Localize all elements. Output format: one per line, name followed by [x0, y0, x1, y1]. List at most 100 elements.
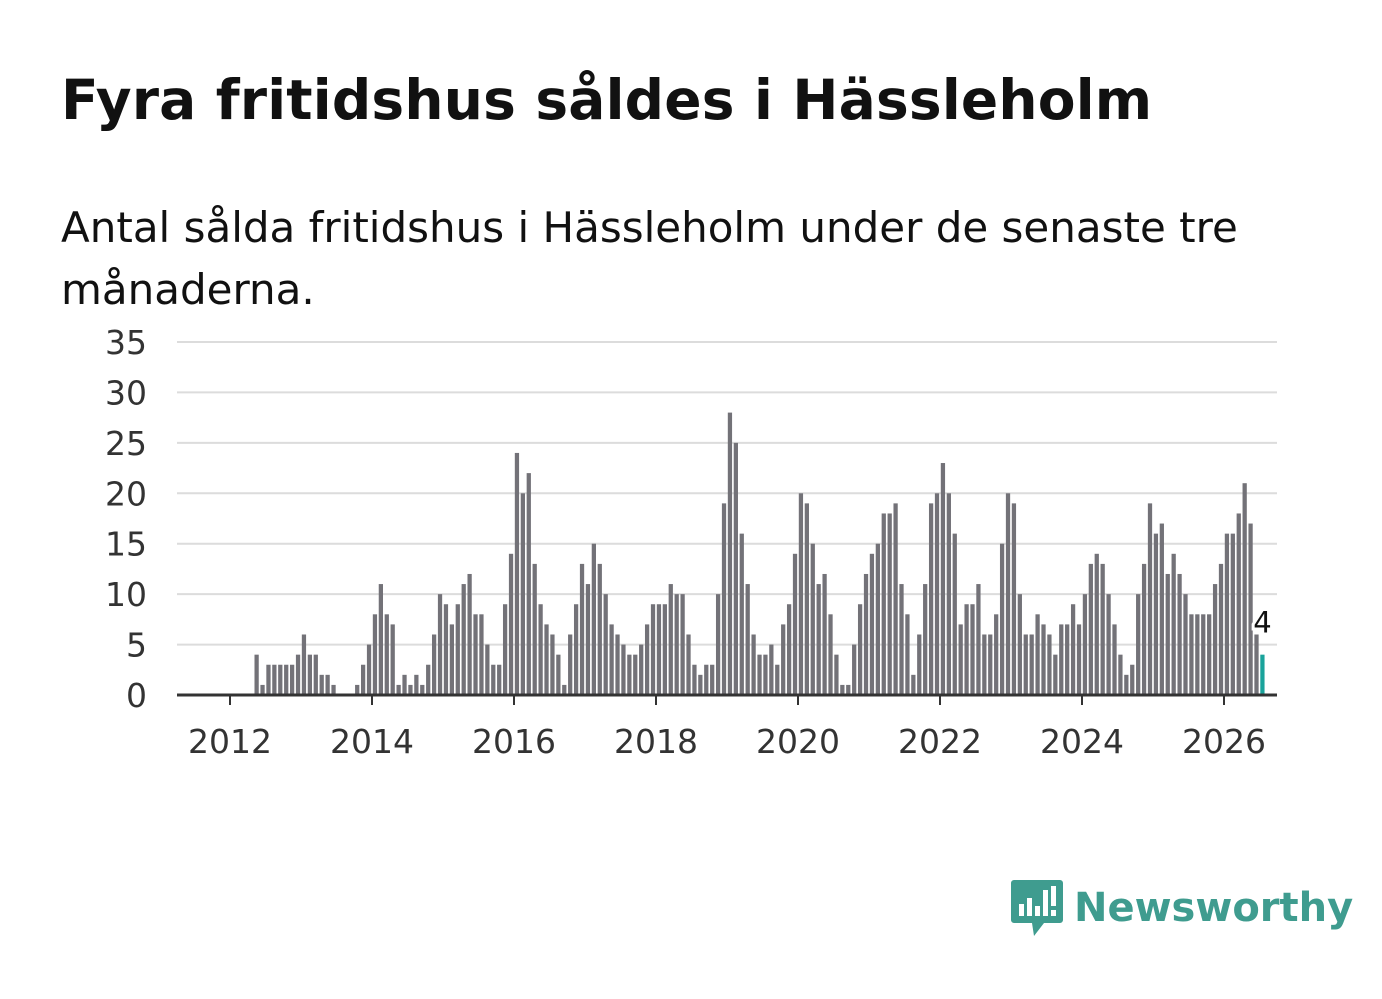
bar [846, 684, 851, 695]
bar [301, 634, 307, 695]
bar [840, 684, 845, 695]
bar [313, 654, 318, 695]
bar [420, 684, 425, 695]
bar [585, 584, 591, 695]
bar [408, 684, 413, 695]
bar [289, 664, 295, 695]
bar [579, 563, 585, 695]
bar [355, 684, 360, 695]
x-tick-label: 2012 [188, 722, 272, 761]
bar [485, 644, 490, 695]
bar [1100, 563, 1105, 695]
bar [260, 684, 265, 695]
bar [1236, 513, 1241, 695]
y-tick-label: 15 [105, 525, 147, 564]
bar [1118, 654, 1123, 695]
bar [615, 634, 620, 695]
bar [656, 604, 662, 695]
bar [603, 594, 608, 695]
bar [520, 493, 525, 695]
bar [686, 634, 691, 695]
bar [816, 584, 821, 695]
bar [798, 493, 804, 695]
bar [1242, 483, 1247, 695]
bar [1023, 634, 1028, 695]
bar [899, 584, 904, 695]
x-tick-label: 2016 [472, 722, 556, 761]
bar [573, 604, 579, 695]
bar [449, 624, 454, 695]
bar [384, 614, 389, 695]
chart-subtitle: Antal sålda fritidshus i Hässleholm unde… [61, 203, 1238, 314]
bar [1171, 553, 1176, 695]
bar [1212, 584, 1218, 695]
bar [295, 654, 301, 695]
x-tick-label: 2020 [756, 722, 840, 761]
bar [769, 644, 774, 695]
bar [1112, 624, 1117, 695]
chart-title: Fyra fritidshus såldes i Hässleholm [61, 68, 1153, 132]
bar [887, 513, 892, 695]
bar [662, 604, 667, 695]
bar [810, 543, 815, 695]
bar [597, 563, 602, 695]
bar [1130, 664, 1135, 695]
bar [514, 452, 520, 695]
bar [928, 503, 934, 695]
bar [278, 664, 283, 695]
bar [828, 614, 833, 695]
bar [964, 604, 969, 695]
bar [502, 604, 508, 695]
bar [1189, 614, 1194, 695]
bar [1035, 614, 1040, 695]
bar [668, 584, 673, 695]
bar [284, 664, 289, 695]
bar [1141, 563, 1147, 695]
bar [710, 664, 715, 695]
y-tick-label: 20 [105, 474, 147, 513]
bar [940, 463, 946, 695]
bar [781, 624, 786, 695]
bar [550, 634, 555, 695]
bar [786, 604, 792, 695]
bar [1177, 573, 1182, 695]
bar [591, 543, 596, 695]
bar [934, 493, 940, 695]
bar [633, 654, 638, 695]
bar [307, 654, 312, 695]
bar [325, 674, 330, 695]
bar [751, 634, 756, 695]
bar [917, 634, 922, 695]
bar [1059, 624, 1064, 695]
bar [721, 503, 727, 695]
bar [431, 634, 437, 695]
bar [319, 674, 324, 695]
bar [437, 594, 443, 695]
bar [455, 604, 460, 695]
bar [639, 644, 644, 695]
bar [562, 684, 567, 695]
bar [1011, 503, 1017, 695]
bar [360, 664, 366, 695]
bar [804, 503, 809, 695]
bar [1230, 533, 1235, 695]
bar [331, 684, 336, 695]
value-label: 4 [1253, 606, 1271, 640]
bar [692, 664, 697, 695]
brand: Newsworthy [1010, 878, 1353, 938]
x-tick-label: 2022 [898, 722, 982, 761]
bar [366, 644, 372, 695]
bar [733, 442, 738, 695]
bar [650, 604, 656, 695]
y-tick-label: 10 [105, 575, 147, 614]
bar [1195, 614, 1200, 695]
bar [491, 664, 496, 695]
bar [792, 553, 798, 695]
bar [994, 614, 999, 695]
bar [727, 412, 733, 695]
bar [923, 584, 928, 695]
bar [1153, 533, 1159, 695]
bar [1082, 594, 1088, 695]
bar [1207, 614, 1212, 695]
